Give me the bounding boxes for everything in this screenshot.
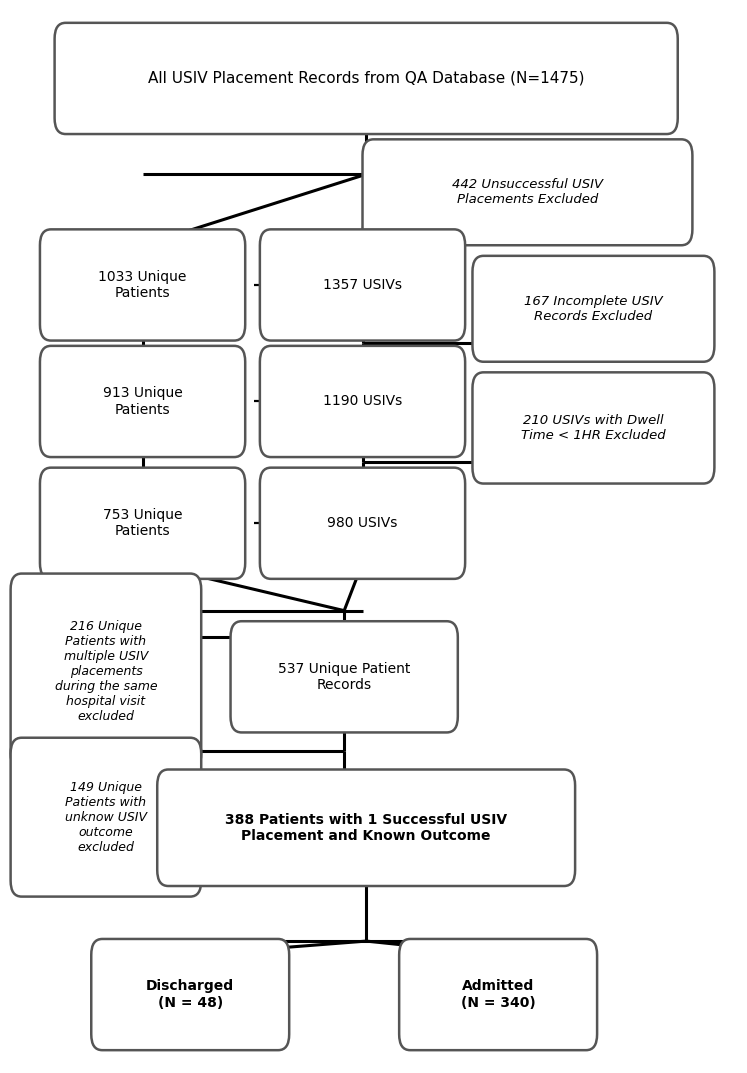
FancyBboxPatch shape [231,621,458,733]
FancyBboxPatch shape [260,230,465,340]
FancyBboxPatch shape [91,939,289,1050]
FancyBboxPatch shape [260,346,465,457]
Text: 442 Unsuccessful USIV
Placements Excluded: 442 Unsuccessful USIV Placements Exclude… [452,178,603,206]
FancyBboxPatch shape [10,738,201,897]
Text: 753 Unique
Patients: 753 Unique Patients [103,509,182,539]
Text: 913 Unique
Patients: 913 Unique Patients [102,386,182,416]
Text: 149 Unique
Patients with
unknow USIV
outcome
excluded: 149 Unique Patients with unknow USIV out… [65,781,147,854]
Text: 980 USIVs: 980 USIVs [327,516,397,530]
FancyBboxPatch shape [399,939,597,1050]
Text: All USIV Placement Records from QA Database (N=1475): All USIV Placement Records from QA Datab… [148,71,584,86]
Text: 1357 USIVs: 1357 USIVs [323,278,402,292]
FancyBboxPatch shape [10,574,201,769]
Text: 210 USIVs with Dwell
Time < 1HR Excluded: 210 USIVs with Dwell Time < 1HR Excluded [521,414,666,442]
FancyBboxPatch shape [157,769,575,886]
Text: 1190 USIVs: 1190 USIVs [323,395,402,409]
Text: 1033 Unique
Patients: 1033 Unique Patients [99,270,187,300]
Text: 388 Patients with 1 Successful USIV
Placement and Known Outcome: 388 Patients with 1 Successful USIV Plac… [225,812,507,843]
Text: 167 Incomplete USIV
Records Excluded: 167 Incomplete USIV Records Excluded [524,295,663,323]
FancyBboxPatch shape [55,23,678,134]
FancyBboxPatch shape [40,230,245,340]
FancyBboxPatch shape [40,468,245,578]
FancyBboxPatch shape [472,372,714,484]
FancyBboxPatch shape [260,468,465,578]
FancyBboxPatch shape [472,255,714,362]
FancyBboxPatch shape [40,346,245,457]
Text: 537 Unique Patient
Records: 537 Unique Patient Records [278,662,410,692]
FancyBboxPatch shape [362,139,692,246]
Text: Discharged
(N = 48): Discharged (N = 48) [146,980,235,1010]
Text: 216 Unique
Patients with
multiple USIV
placements
during the same
hospital visit: 216 Unique Patients with multiple USIV p… [55,620,157,723]
Text: Admitted
(N = 340): Admitted (N = 340) [461,980,536,1010]
